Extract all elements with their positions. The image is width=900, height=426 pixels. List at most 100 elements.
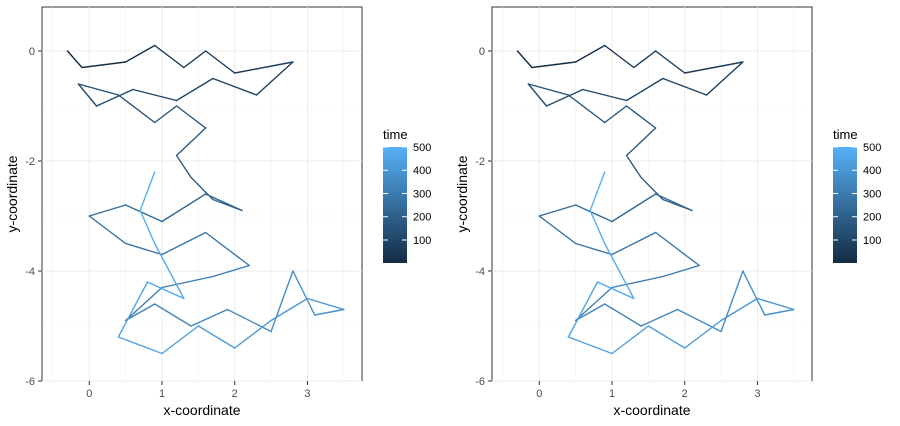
trajectory-segment — [314, 308, 345, 316]
trajectory-segment — [604, 44, 635, 69]
trajectory-segment — [647, 325, 686, 349]
trajectory-segment — [589, 171, 606, 212]
trajectory-segment — [226, 308, 272, 333]
trajectory-segment — [124, 242, 163, 256]
legend-title: time — [833, 127, 858, 142]
x-tick-label: 1 — [159, 388, 165, 400]
trajectory-segment — [117, 281, 149, 338]
y-axis-title: y-coordinate — [4, 155, 20, 232]
trajectory-series — [66, 44, 345, 355]
legend-title: time — [383, 127, 408, 142]
trajectory-segment — [95, 88, 134, 107]
trajectory-segment — [720, 270, 744, 333]
trajectory-segment — [175, 105, 207, 129]
trajectory-segment — [574, 204, 613, 223]
y-tick-label: -6 — [475, 376, 485, 388]
y-tick-label: 0 — [29, 46, 35, 58]
trajectory-segment — [139, 209, 156, 245]
trajectory-segment — [516, 50, 533, 69]
trajectory-segment — [175, 127, 207, 157]
trajectory-segment — [190, 308, 229, 327]
x-tick-label: 2 — [232, 388, 238, 400]
y-axis: -6 -4 -2 0 — [25, 46, 42, 388]
trajectory-segment — [197, 325, 236, 349]
trajectory-segment — [538, 204, 577, 217]
trajectory-segment — [161, 231, 207, 256]
trajectory-segment — [545, 88, 584, 107]
trajectory-segment — [154, 105, 178, 124]
trajectory-segment — [625, 154, 642, 179]
legend-break-label: 300 — [863, 188, 881, 200]
trajectory-segment — [574, 303, 606, 322]
trajectory-segment — [292, 270, 316, 316]
legend-break-label: 200 — [413, 212, 431, 224]
trajectory-segment — [604, 303, 642, 327]
trajectory-segment — [720, 297, 759, 322]
x-tick-label: 2 — [682, 388, 688, 400]
chart-panel-1: 0 1 2 3 -6 -4 -2 0 x-coordinate y-coordinate t… — [4, 6, 431, 418]
trajectory-segment — [625, 127, 657, 157]
trajectory-segment — [204, 193, 243, 212]
trajectory-segment — [124, 44, 156, 63]
x-tick-label: 3 — [754, 388, 760, 400]
trajectory-segment — [654, 231, 700, 267]
trajectory-segment — [132, 88, 178, 102]
trajectory-segment — [204, 50, 236, 74]
trajectory-segment — [574, 44, 606, 63]
trajectory-segment — [611, 231, 657, 256]
y-tick-label: 0 — [479, 46, 485, 58]
trajectory-segment — [625, 105, 657, 129]
trajectory-segment — [676, 308, 722, 333]
x-axis: 0 1 2 3 — [536, 381, 761, 400]
trajectory-segment — [662, 77, 708, 96]
trajectory-segment — [527, 83, 570, 96]
x-tick-label: 1 — [609, 388, 615, 400]
trajectory-segment — [596, 281, 635, 300]
trajectory-segment — [139, 171, 156, 212]
trajectory-segment — [684, 61, 744, 74]
trajectory-segment — [684, 319, 722, 349]
y-tick-label: -4 — [475, 266, 485, 278]
trajectory-segment — [654, 50, 686, 74]
trajectory-segment — [175, 154, 192, 179]
trajectory-segment — [742, 270, 766, 316]
trajectory-segment — [756, 297, 795, 311]
x-tick-label: 0 — [536, 388, 542, 400]
trajectory-segment — [567, 281, 599, 338]
trajectory-segment — [604, 105, 628, 124]
trajectory-segment — [270, 270, 294, 333]
grid-lines — [492, 7, 812, 382]
trajectory-segment — [204, 231, 250, 267]
legend-break-label: 400 — [413, 165, 431, 177]
trajectory-segment — [234, 319, 272, 349]
trajectory-segment — [567, 94, 606, 124]
trajectory-segment — [66, 50, 83, 69]
x-tick-label: 0 — [86, 388, 92, 400]
trajectory-segment — [574, 286, 613, 322]
trajectory-segment — [589, 209, 606, 245]
trajectory-segment — [611, 193, 657, 223]
trajectory-segment — [154, 303, 192, 327]
trajectory-segment — [183, 50, 207, 69]
trajectory-segment — [88, 204, 127, 217]
color-legend: time 100 200 300 400 500 — [383, 127, 431, 263]
legend-color-bar — [833, 147, 857, 263]
legend-break-label: 400 — [863, 165, 881, 177]
trajectory-segment — [77, 83, 98, 107]
trajectory-segment — [88, 215, 127, 245]
trajectory-series — [516, 44, 795, 355]
legend-break-label: 300 — [413, 188, 431, 200]
trajectory-segment — [531, 61, 577, 69]
trajectory-segment — [633, 50, 657, 69]
x-axis-title: x-coordinate — [613, 402, 690, 418]
y-tick-label: -2 — [25, 156, 35, 168]
trajectory-segment — [154, 44, 185, 69]
legend-break-label: 200 — [863, 212, 881, 224]
trajectory-segment — [611, 275, 664, 289]
trajectory-segment — [124, 204, 163, 223]
color-legend: time 100 200 300 400 500 — [833, 127, 881, 263]
legend-break-label: 500 — [863, 142, 881, 154]
trajectory-segment — [146, 281, 185, 300]
trajectory-segment — [654, 193, 693, 212]
trajectory-segment — [567, 336, 613, 355]
